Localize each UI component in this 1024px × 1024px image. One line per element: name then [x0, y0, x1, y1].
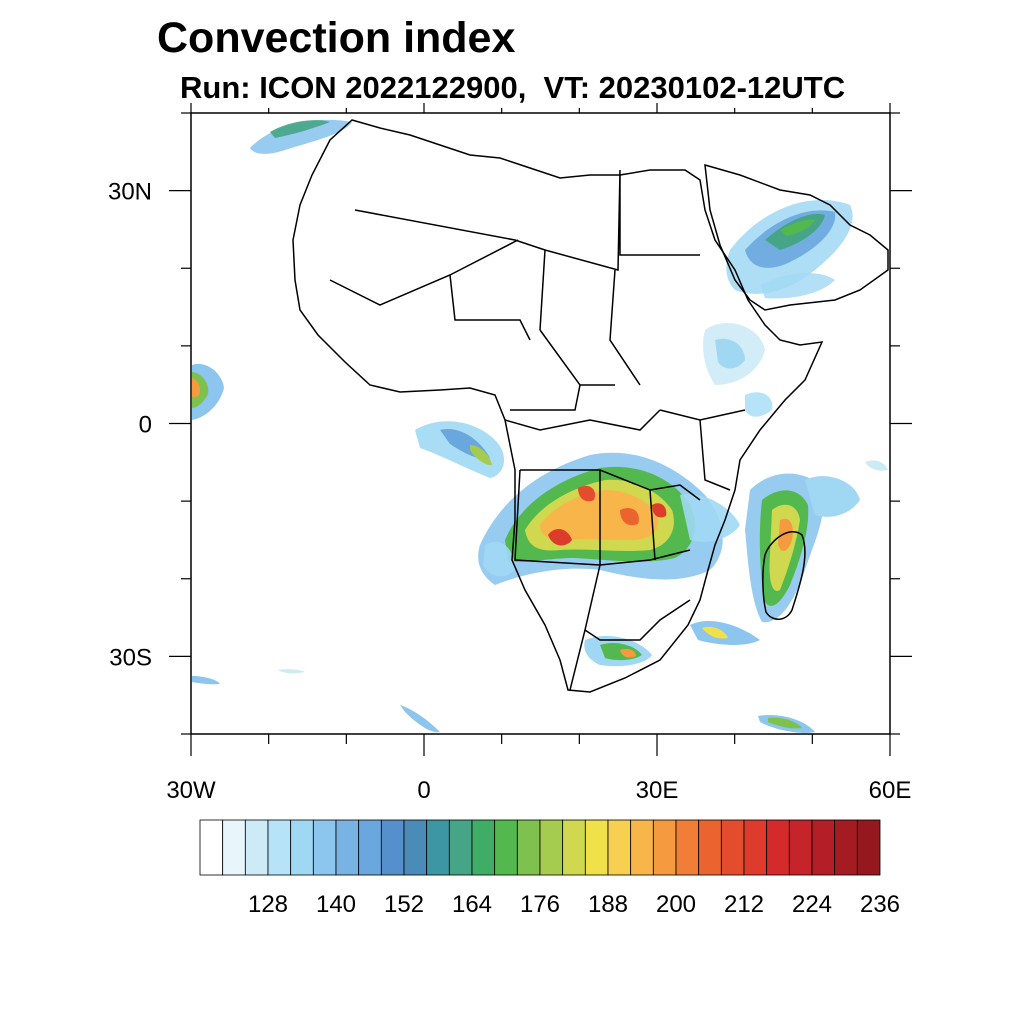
x-tick-label: 60E — [869, 777, 912, 804]
field-southern-africa-red-1 — [548, 528, 572, 546]
colorbar-swatch — [652, 819, 677, 876]
colorbar-swatch — [675, 819, 700, 876]
colorbar-swatch — [471, 819, 496, 876]
colorbar-swatch — [584, 819, 609, 876]
field-south-atlantic-2 — [400, 705, 440, 733]
colorbar-swatch — [811, 819, 836, 876]
colorbar-swatch — [380, 819, 405, 876]
colorbar-swatch — [743, 819, 768, 876]
colorbar-swatch — [834, 819, 858, 876]
field-southern-africa-red-3 — [620, 507, 639, 526]
field-southern-africa-red-2 — [578, 485, 596, 502]
colorbar-label: 224 — [792, 891, 832, 918]
colorbar-swatch — [766, 819, 790, 876]
colorbar-label: 188 — [588, 891, 628, 918]
colorbar-swatch — [494, 819, 518, 876]
madagascar-coast — [762, 531, 806, 620]
colorbar-swatch — [788, 819, 813, 876]
colorbar-swatch — [698, 819, 722, 876]
axis-tick-labels: 30W 0 30E 60E 30N 0 30S — [108, 179, 911, 804]
y-tick-label: 30S — [109, 644, 152, 671]
x-tick-label: 30W — [166, 777, 216, 804]
colorbar-label: 236 — [860, 891, 900, 918]
colorbar-swatch — [516, 819, 541, 876]
chart-title: Convection index — [157, 14, 516, 62]
colorbar-swatch — [290, 819, 314, 876]
convection-field — [192, 119, 888, 733]
colorbar-swatch — [562, 819, 586, 876]
axis-ticks — [169, 103, 912, 756]
field-north-atlantic — [250, 119, 352, 154]
colorbar-swatch — [222, 819, 246, 876]
colorbar-label: 140 — [316, 891, 356, 918]
map-frame — [190, 112, 891, 735]
colorbar-swatch — [312, 819, 337, 876]
colorbar-swatch — [630, 819, 654, 876]
field-southern-africa-red-4 — [652, 503, 667, 518]
colorbar-labels: 128 140 152 164 176 188 200 212 224 236 — [248, 891, 900, 918]
coastlines — [292, 119, 889, 693]
colorbar-swatch — [720, 819, 745, 876]
colorbar — [199, 819, 881, 876]
colorbar-label: 176 — [520, 891, 560, 918]
colorbar-label: 212 — [724, 891, 764, 918]
chart-subtitle: Run: ICON 2022122900, VT: 20230102-12UTC — [180, 70, 846, 105]
colorbar-swatch — [267, 819, 292, 876]
colorbar-swatch — [335, 819, 360, 876]
africa-coastline — [292, 119, 824, 693]
y-tick-label: 30N — [108, 179, 152, 206]
field-south-atlantic-1 — [192, 676, 220, 685]
colorbar-swatch — [607, 819, 632, 876]
colorbar-label: 152 — [384, 891, 424, 918]
colorbar-label: 200 — [656, 891, 696, 918]
x-tick-label: 0 — [417, 777, 430, 804]
colorbar-swatch — [244, 819, 269, 876]
arabia-coast — [704, 163, 889, 311]
colorbar-swatch — [448, 819, 473, 876]
colorbar-swatch — [539, 819, 564, 876]
colorbar-label: 164 — [452, 891, 492, 918]
field-southern-africa-orange — [540, 490, 659, 540]
borders — [329, 169, 746, 691]
colorbar-swatch — [856, 819, 881, 876]
colorbar-label: 128 — [248, 891, 288, 918]
colorbar-swatch — [403, 819, 428, 876]
colorbar-swatch — [426, 819, 450, 876]
colorbar-swatch — [199, 819, 224, 876]
x-tick-label: 30E — [636, 777, 679, 804]
y-tick-label: 0 — [139, 412, 152, 439]
colorbar-swatch — [358, 819, 382, 876]
